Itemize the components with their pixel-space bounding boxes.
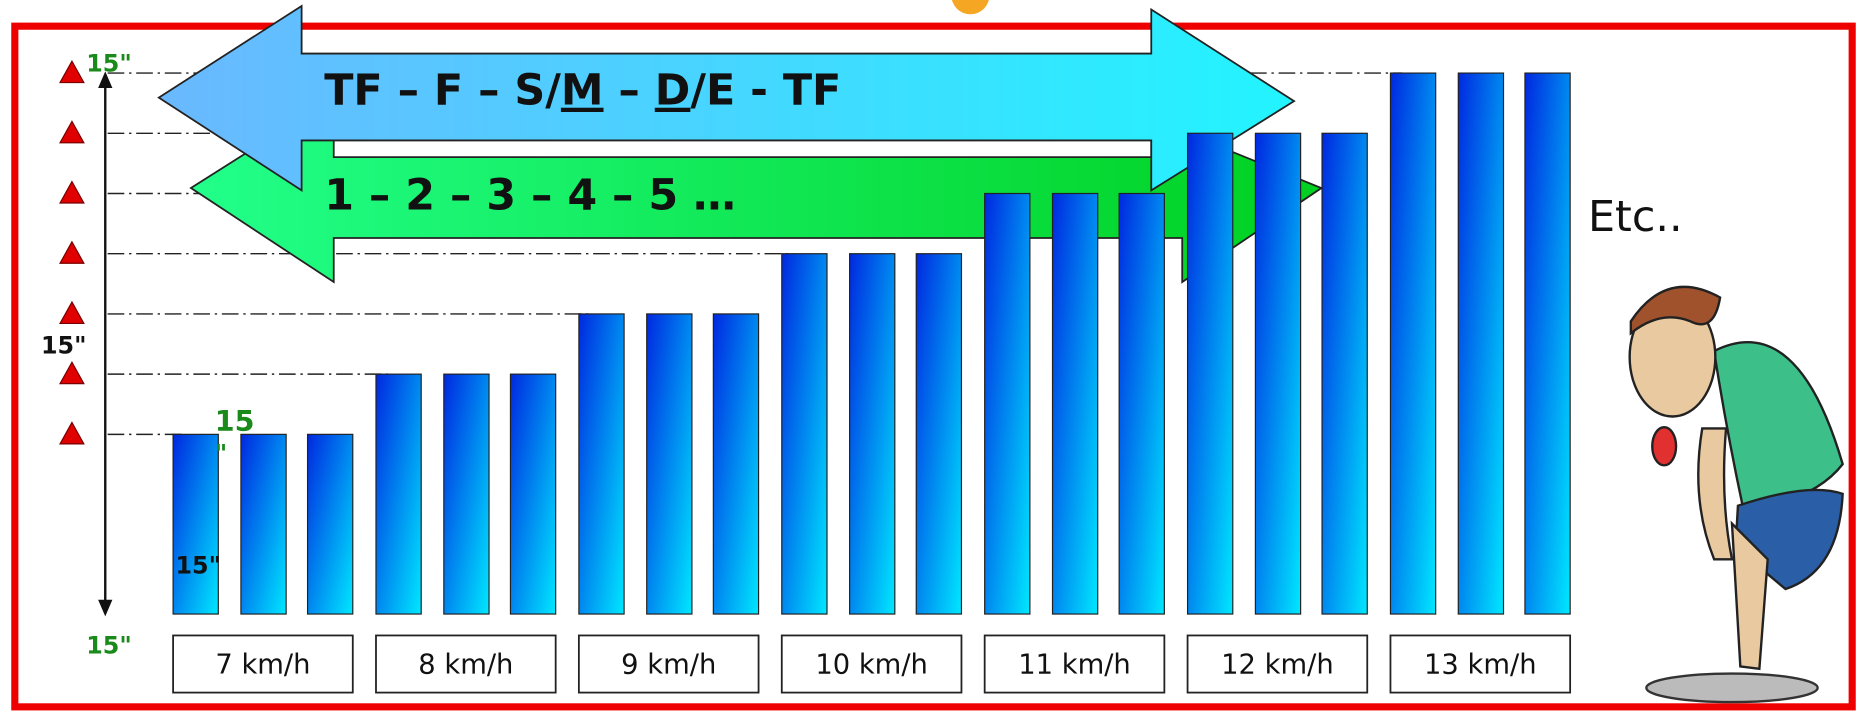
bar: [579, 314, 624, 614]
speed-label: 13 km/h: [1424, 650, 1537, 681]
bar: [916, 254, 961, 614]
timing-label: 15: [215, 404, 255, 438]
bar: [444, 374, 489, 614]
timing-label: 15": [86, 49, 132, 77]
speed-label: 11 km/h: [1018, 650, 1131, 681]
level-marker: [60, 362, 84, 383]
speed-label: 10 km/h: [815, 650, 928, 681]
level-marker: [60, 182, 84, 203]
speed-label: 7 km/h: [215, 650, 310, 681]
label-part: M: [561, 66, 604, 116]
bar: [308, 434, 353, 614]
diagram: TF – F – S/M – D/E - TF 1 – 2 – 3 – 4 – …: [0, 0, 1867, 714]
label-part: –: [604, 66, 655, 116]
level-marker: [60, 242, 84, 263]
speed-label: 9 km/h: [621, 650, 716, 681]
timing-label: 15": [86, 631, 132, 659]
bar: [1525, 73, 1570, 614]
arrow-top-label: TF – F – S/M – D/E - TF: [324, 66, 841, 116]
bar: [1119, 193, 1164, 614]
bar: [241, 434, 286, 614]
bar: [173, 434, 218, 614]
bar: [713, 314, 758, 614]
page: TF – F – S/M – D/E - TF 1 – 2 – 3 – 4 – …: [0, 0, 1867, 714]
level-marker: [60, 121, 84, 142]
timing-label: ": [215, 440, 227, 468]
bar: [1053, 193, 1098, 614]
level-marker: [60, 422, 84, 443]
bar: [1188, 133, 1233, 614]
markers: [60, 61, 84, 444]
bar: [782, 254, 827, 614]
arrow-bottom-label: 1 – 2 – 3 – 4 – 5 …: [324, 170, 736, 220]
timing-label: 15": [41, 331, 87, 359]
level-marker: [60, 302, 84, 323]
bar: [510, 374, 555, 614]
bar: [850, 254, 895, 614]
label-part: D: [655, 66, 691, 116]
axis-arrowhead: [98, 600, 112, 617]
bar: [1322, 133, 1367, 614]
level-marker: [60, 61, 84, 82]
bar: [1390, 73, 1435, 614]
timing-label: 15": [175, 552, 221, 580]
speed-label: 8 km/h: [418, 650, 513, 681]
note: Etc..: [1588, 192, 1683, 242]
decor-circle: [951, 0, 989, 14]
bar: [985, 193, 1030, 614]
speed-label: 12 km/h: [1221, 650, 1334, 681]
runner-illustration: [1630, 287, 1843, 702]
bar: [376, 374, 421, 614]
bar: [1458, 73, 1503, 614]
bar: [647, 314, 692, 614]
label-part: /E - TF: [690, 66, 841, 116]
bar: [1255, 133, 1300, 614]
label-part: TF – F – S/: [324, 66, 561, 116]
